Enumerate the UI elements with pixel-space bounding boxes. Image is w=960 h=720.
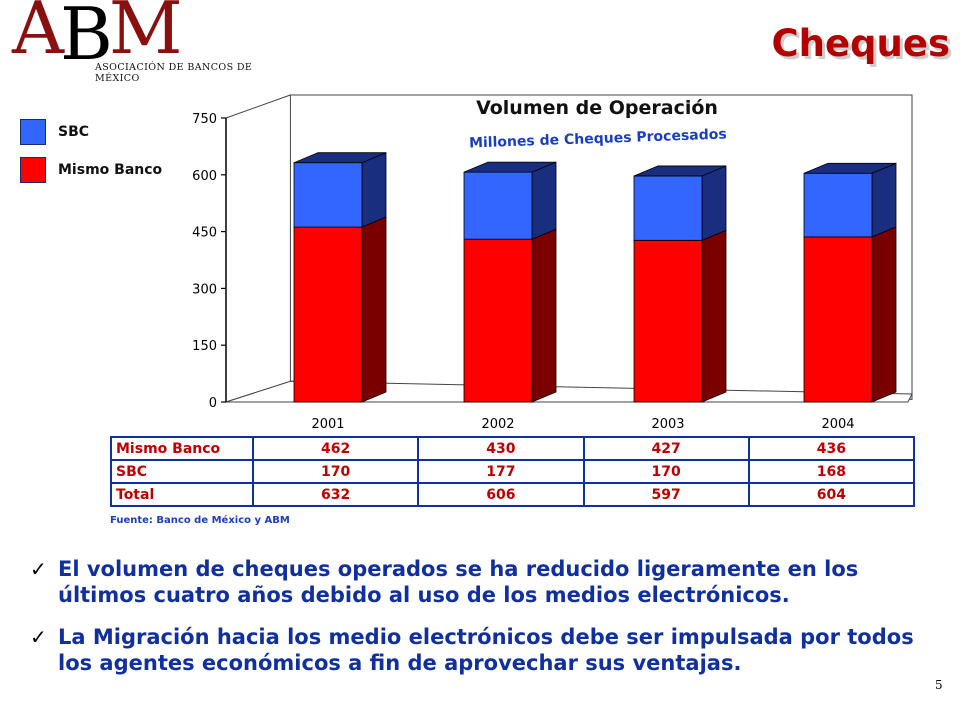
bar-segment — [463, 238, 533, 403]
table-cell: 170 — [251, 459, 420, 484]
plot-side-wall — [225, 94, 291, 403]
row-label: SBC — [110, 459, 254, 484]
bar-top — [293, 152, 387, 164]
bar-segment — [463, 171, 533, 240]
y-tick-label: 150 — [192, 339, 217, 354]
x-tick-label: 2001 — [311, 417, 344, 432]
bar-segment — [803, 172, 873, 238]
chart-title: Volumen de Operación — [476, 97, 718, 119]
legend-label-mismo-banco: Mismo Banco — [58, 162, 163, 178]
y-tick-label: 750 — [192, 112, 217, 127]
chart-subtitle: Millones de Cheques Procesados — [469, 127, 727, 152]
table-cell: 436 — [747, 436, 916, 461]
bullet-list: ✓ El volumen de cheques operados se ha r… — [28, 556, 928, 692]
chart-legend: SBC Mismo Banco — [20, 118, 162, 194]
source-note: Fuente: Banco de México y ABM — [110, 515, 290, 526]
table-row: SBC 170 177 170 168 — [110, 459, 916, 484]
bullet-text: El volumen de cheques operados se ha red… — [58, 557, 859, 607]
table-cell: 427 — [582, 436, 750, 461]
legend-item-sbc: SBC — [20, 118, 162, 146]
bar-segment — [293, 162, 363, 228]
table-row: Mismo Banco 462 430 427 436 — [110, 436, 916, 461]
y-axis: 0 150 300 450 600 750 — [192, 112, 227, 411]
bar-side — [361, 216, 387, 403]
bar-segment — [633, 175, 703, 241]
table-cell: 606 — [417, 482, 585, 507]
bullet-item: ✓ El volumen de cheques operados se ha r… — [28, 556, 928, 608]
y-tick-label: 0 — [209, 396, 217, 411]
logo-letters: ABM — [12, 0, 183, 76]
data-table: Mismo Banco 462 430 427 436 SBC 170 177 … — [110, 436, 916, 507]
bar-top — [633, 165, 727, 177]
x-tick-label: 2003 — [651, 417, 684, 432]
table-cell: 430 — [417, 436, 585, 461]
table-cell: 632 — [251, 482, 420, 507]
bar-top — [463, 161, 557, 173]
y-tick-label: 300 — [192, 282, 217, 297]
table-cell: 170 — [582, 459, 750, 484]
table-cell: 462 — [251, 436, 420, 461]
page-number: 5 — [935, 678, 943, 692]
legend-item-mismo-banco: Mismo Banco — [20, 156, 162, 184]
abm-logo: ABM ASOCIACIÓN DE BANCOS DE MÉXICO — [0, 0, 300, 95]
row-label: Total — [110, 482, 254, 507]
table-row: Total 632 606 597 604 — [110, 482, 916, 507]
legend-swatch-mismo-banco — [20, 157, 46, 183]
bullet-text: La Migración hacia los medio electrónico… — [58, 625, 914, 675]
x-axis-labels: 2001 2002 2003 2004 — [311, 417, 854, 432]
x-tick-label: 2002 — [481, 417, 514, 432]
logo-text: ASOCIACIÓN DE BANCOS DE MÉXICO — [95, 62, 253, 84]
bar-segment — [803, 236, 873, 403]
y-tick-label: 450 — [192, 226, 217, 241]
bar-segment — [633, 239, 703, 403]
legend-label-sbc: SBC — [58, 124, 90, 140]
page-title: Cheques — [771, 22, 950, 65]
table-cell: 168 — [747, 459, 916, 484]
bar-top — [803, 162, 897, 174]
bars-group — [293, 152, 897, 403]
table-cell: 597 — [582, 482, 750, 507]
bar-side — [701, 229, 727, 403]
plot-frame — [225, 94, 913, 403]
x-tick-label: 2004 — [821, 417, 854, 432]
bar-side — [531, 228, 557, 403]
bar-side — [531, 161, 557, 240]
bar-side — [701, 165, 727, 241]
bar-segment — [293, 226, 363, 403]
bar-side — [871, 226, 897, 403]
stacked-bar-chart: Volumen de Operación Millones de Cheques… — [192, 94, 913, 432]
row-label: Mismo Banco — [110, 436, 254, 461]
table-cell: 177 — [417, 459, 585, 484]
checkmark-icon: ✓ — [30, 625, 47, 649]
legend-swatch-sbc — [20, 119, 46, 145]
table-cell: 604 — [747, 482, 916, 507]
bar-side — [361, 152, 387, 228]
bar-side — [871, 162, 897, 238]
bullet-item: ✓ La Migración hacia los medio electróni… — [28, 624, 928, 676]
checkmark-icon: ✓ — [30, 557, 47, 581]
y-tick-label: 600 — [192, 169, 217, 184]
